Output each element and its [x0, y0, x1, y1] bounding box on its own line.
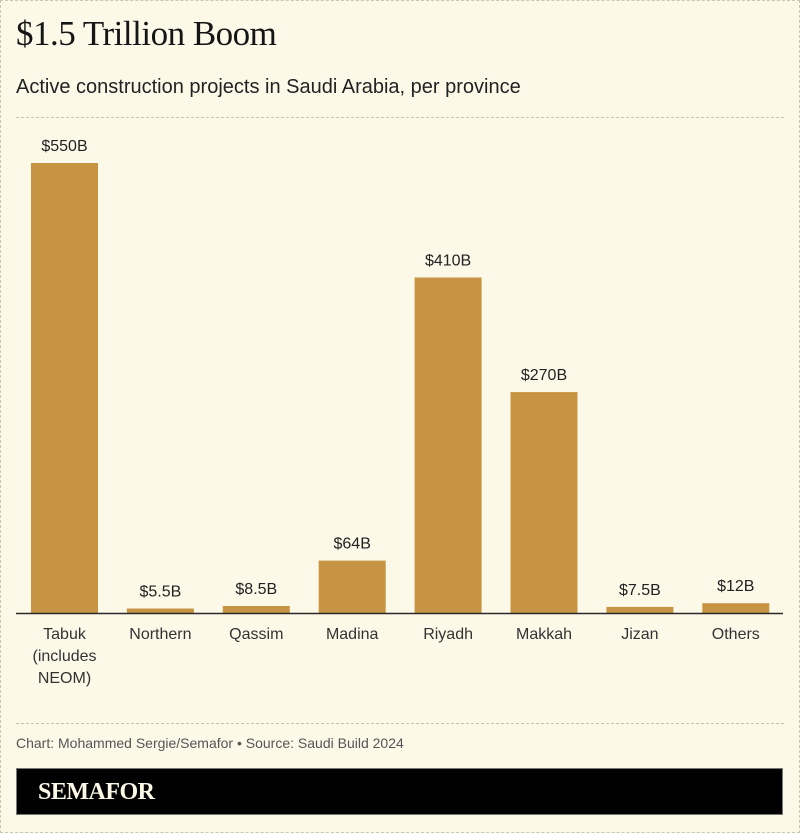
category-label: NEOM) — [38, 670, 91, 687]
value-label: $8.5B — [235, 581, 277, 598]
chart-subtitle: Active construction projects in Saudi Ar… — [16, 76, 521, 98]
category-label: Madina — [326, 626, 379, 643]
bar-northern — [126, 608, 194, 613]
bars-group — [31, 163, 770, 613]
category-label: Makkah — [516, 626, 572, 643]
category-label: Qassim — [229, 626, 283, 643]
category-label: Northern — [129, 626, 191, 643]
bar-jizan — [606, 606, 674, 613]
value-label: $7.5B — [619, 582, 661, 599]
category-label: Others — [712, 626, 760, 643]
category-labels-group: Tabuk (includes NEOM) Northern Qassim Madina R… — [32, 626, 759, 687]
value-label: $64B — [334, 536, 371, 553]
footer-divider — [16, 723, 784, 724]
bar-chart: $550B $5.5B $8.5B $64B $410B $270B $7.5B $12B T… — [16, 138, 783, 687]
category-label: Jizan — [621, 626, 658, 643]
header-divider — [16, 117, 784, 118]
category-label: (includes — [32, 648, 96, 665]
chart-title: $1.5 Trillion Boom — [16, 14, 277, 53]
chart-credit: Chart: Mohammed Sergie/Semafor • Source:… — [16, 735, 404, 751]
bar-madina — [318, 560, 386, 613]
value-label: $12B — [717, 578, 754, 595]
value-labels-group: $550B $5.5B $8.5B $64B $410B $270B $7.5B $12B — [41, 138, 754, 601]
bar-tabuk — [31, 163, 98, 613]
bar-qassim — [222, 606, 290, 613]
value-label: $5.5B — [139, 584, 181, 601]
value-label: $550B — [41, 138, 87, 155]
bar-others — [702, 603, 770, 613]
semafor-logo: SEMAFOR — [38, 779, 155, 805]
category-label: Riyadh — [423, 626, 473, 643]
value-label: $270B — [521, 367, 567, 384]
bar-makkah — [510, 392, 578, 613]
footer-bar: SEMAFOR — [16, 768, 783, 815]
category-label: Tabuk — [43, 626, 87, 643]
value-label: $410B — [425, 253, 471, 270]
bar-riyadh — [414, 277, 482, 613]
